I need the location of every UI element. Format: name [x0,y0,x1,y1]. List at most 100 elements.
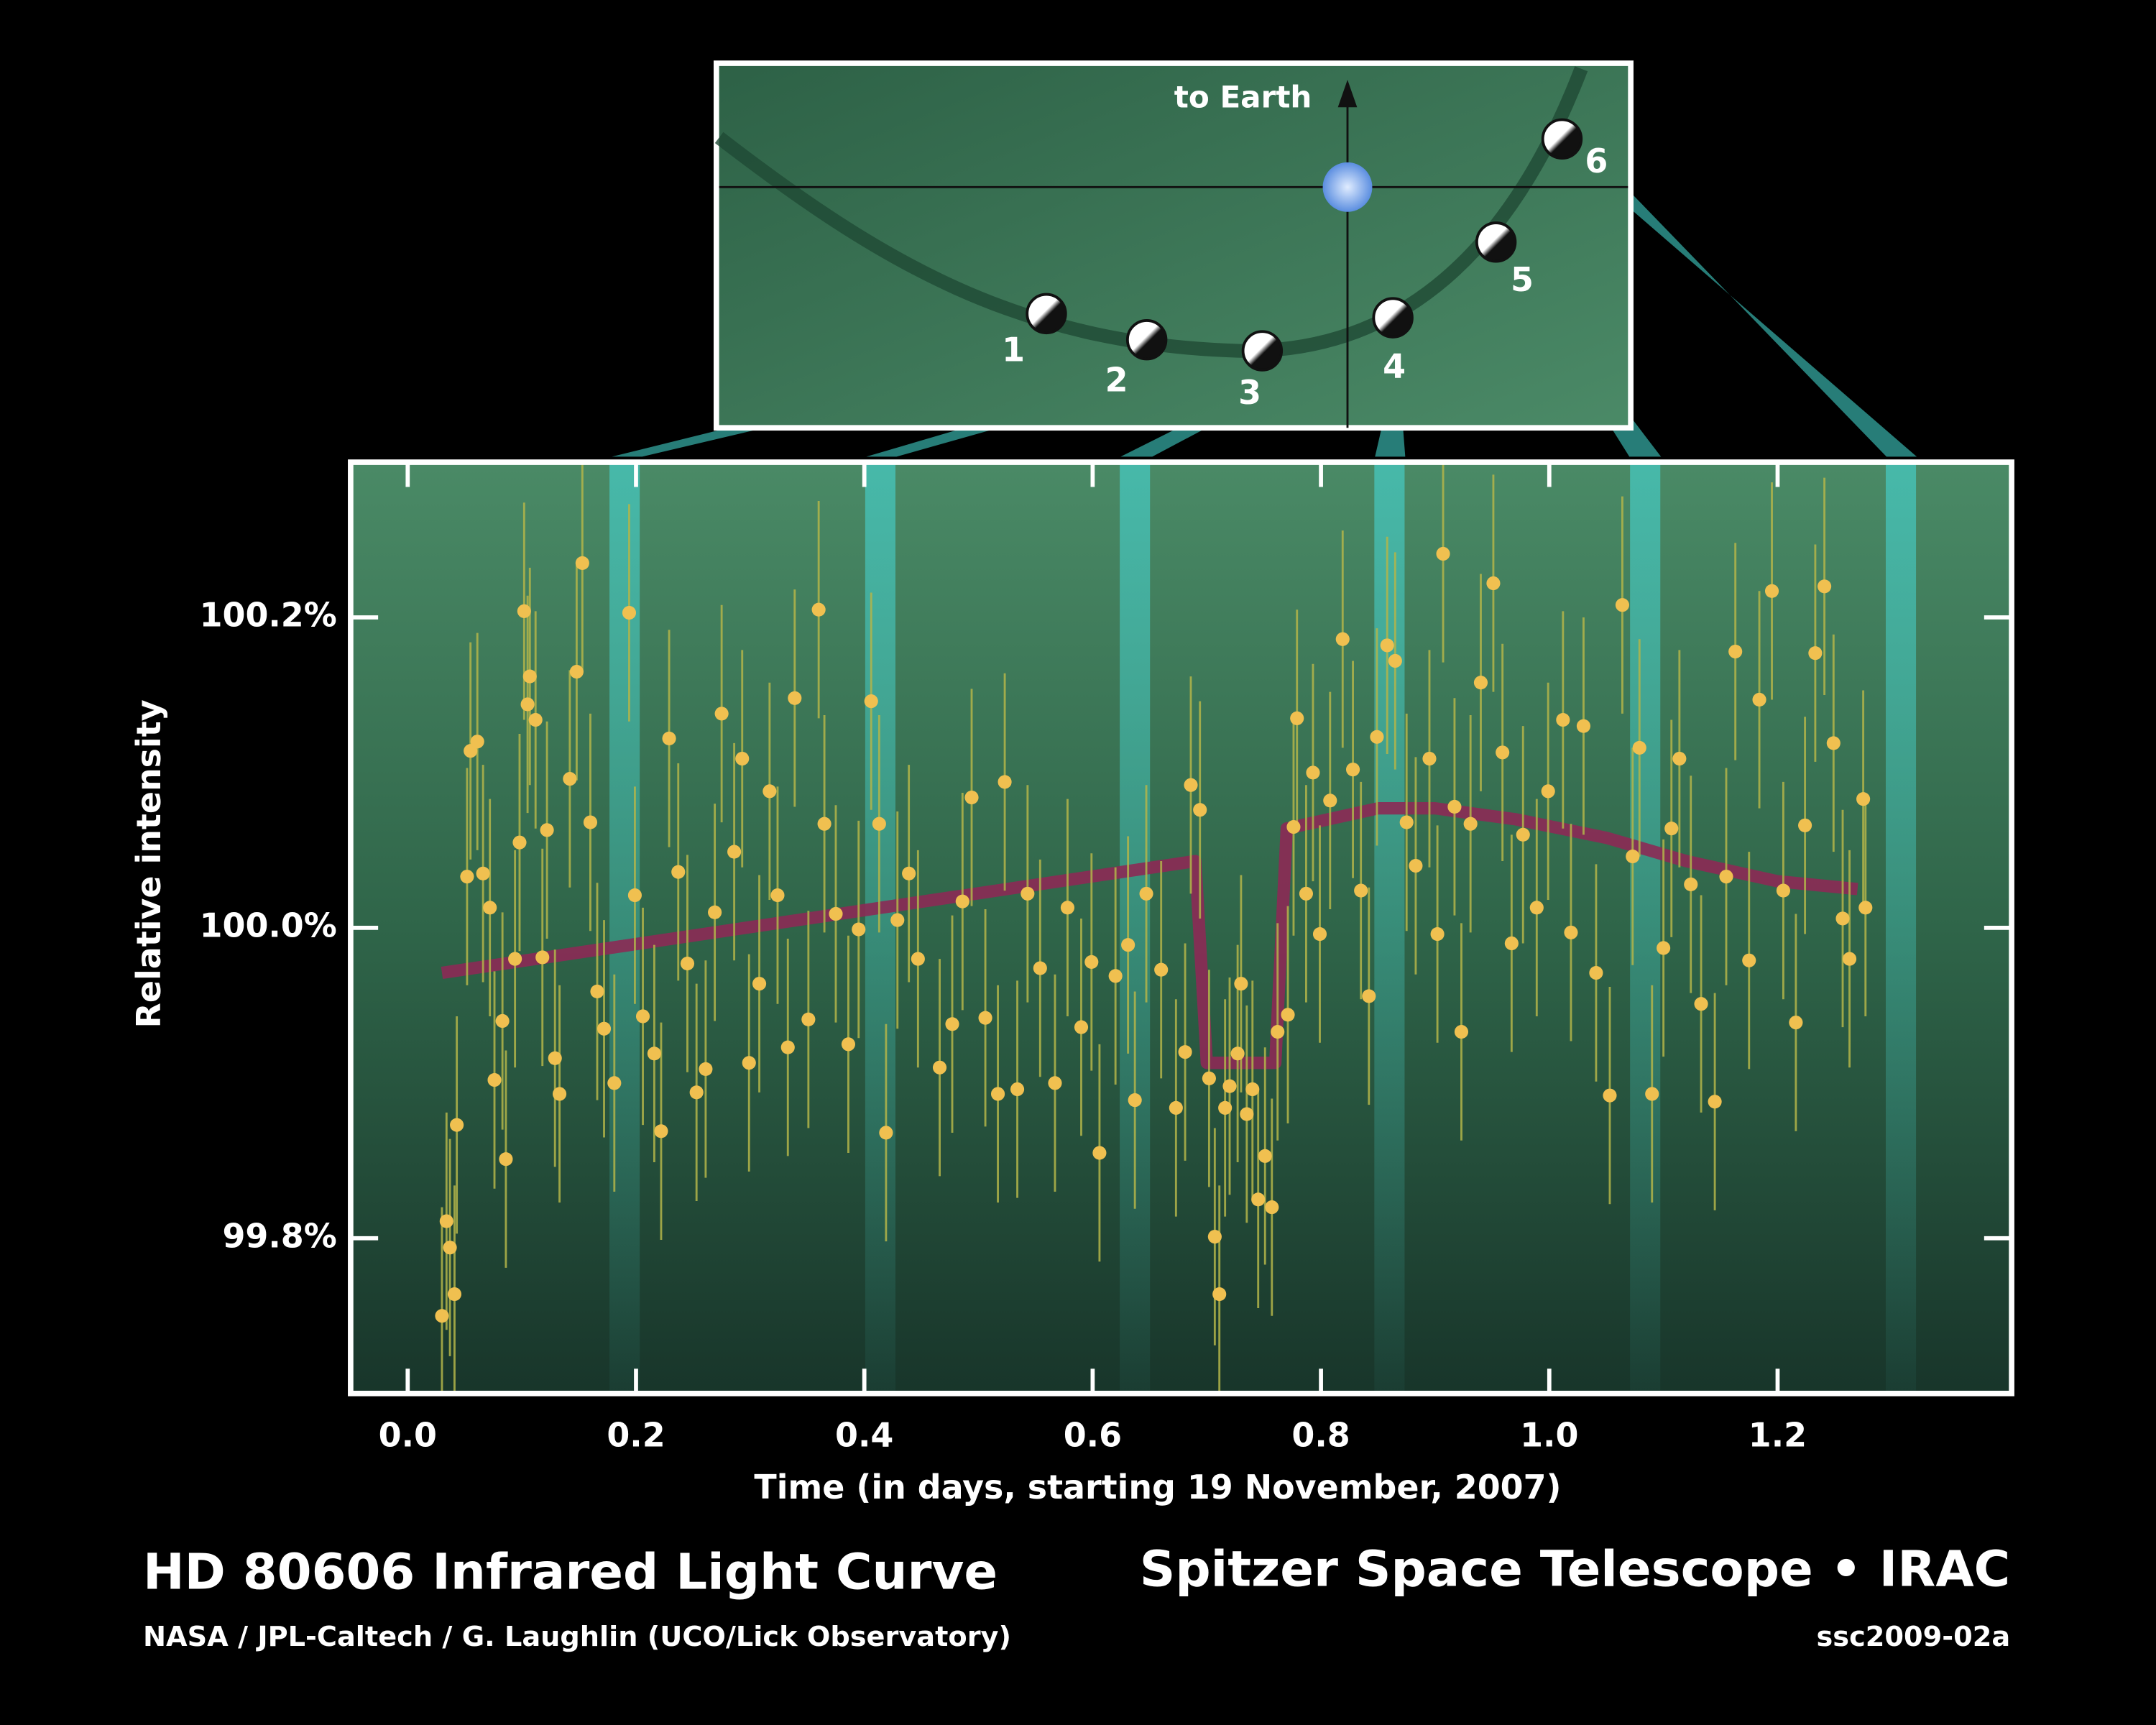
x-tick-label: 0.2 [607,1415,665,1454]
data-point [1271,1025,1285,1039]
data-point [689,1085,704,1100]
data-point [978,1011,992,1025]
position-label: 6 [1585,142,1608,180]
data-point [1694,997,1708,1011]
data-point [1858,901,1873,915]
data-point [1218,1100,1233,1115]
data-point [470,735,484,749]
data-point [1752,692,1766,707]
data-point [1323,794,1337,808]
data-point [627,888,642,903]
y-axis-label: Relative intensity [129,699,168,1028]
data-point [1222,1079,1237,1093]
data-point [1128,1093,1142,1108]
data-point [1281,1008,1295,1022]
data-point [1576,719,1590,733]
data-point [727,845,742,859]
credit: NASA / JPL-Caltech / G. Laughlin (UCO/Li… [143,1621,1011,1653]
highlight-band [865,462,895,1394]
data-point [1422,751,1437,766]
position-label: 1 [1002,330,1025,369]
data-point [1430,926,1445,942]
data-point [1486,576,1501,591]
data-point [742,1056,756,1070]
data-point [1048,1076,1062,1090]
data-point [590,984,604,999]
data-point [1354,883,1368,898]
data-point [1362,989,1376,1003]
data-point [811,602,826,617]
highlight-band [1374,462,1405,1394]
data-point [770,888,785,903]
data-point [1684,877,1698,892]
y-tick-label: 100.2% [200,596,337,635]
x-tick-label: 0.0 [379,1415,437,1454]
data-point [1290,711,1304,725]
data-point [487,1072,502,1087]
data-point [1708,1095,1722,1109]
data-point [607,1076,622,1090]
data-point [1672,751,1687,766]
data-point [890,913,905,927]
data-point [540,823,554,837]
data-point [575,556,589,570]
data-point [1169,1100,1183,1115]
x-tick-label: 1.2 [1749,1415,1807,1454]
data-point [841,1037,856,1052]
data-point [1021,886,1035,901]
data-point [1178,1045,1192,1059]
data-point [1409,858,1423,873]
data-point [1728,644,1743,659]
data-point [1447,799,1462,814]
data-point [1212,1287,1227,1302]
data-point [512,835,527,850]
data-point [1798,818,1812,832]
position-label: 4 [1383,346,1406,385]
data-point [1345,763,1360,777]
data-point [852,922,866,937]
data-point [1632,740,1646,755]
data-point [635,1009,650,1024]
data-point [1541,784,1555,799]
position-label: 5 [1511,260,1534,299]
data-point [1615,598,1630,612]
data-point [671,865,686,879]
data-point [1388,653,1402,668]
data-point [879,1126,893,1140]
data-point [1835,911,1850,926]
data-point [829,906,843,921]
data-point [476,866,490,880]
data-point [654,1124,668,1138]
data-point [508,952,522,966]
plot-area [350,462,2012,1394]
data-point [1504,936,1519,951]
data-point [662,731,676,746]
data-point [1454,1025,1469,1039]
highlight-band [1120,462,1151,1394]
data-point [1033,961,1047,975]
x-tick-label: 0.8 [1291,1415,1350,1454]
data-point [1764,584,1779,598]
data-point [622,605,637,620]
data-point [1154,962,1169,977]
data-point [990,1087,1005,1101]
data-point [872,816,886,831]
data-point [1556,712,1570,727]
data-point [435,1309,449,1323]
data-point [817,816,831,831]
data-point [647,1046,661,1061]
data-point [1139,886,1153,901]
data-point [1265,1200,1279,1215]
data-point [911,952,925,966]
data-point [1230,1046,1245,1061]
data-point [864,694,878,709]
data-point [964,790,979,805]
data-point [1245,1082,1260,1097]
highlight-band [1885,462,1917,1394]
data-point [955,894,969,908]
data-point [443,1241,457,1255]
data-point [439,1214,453,1228]
data-point [1664,822,1679,836]
data-point [1657,941,1671,955]
